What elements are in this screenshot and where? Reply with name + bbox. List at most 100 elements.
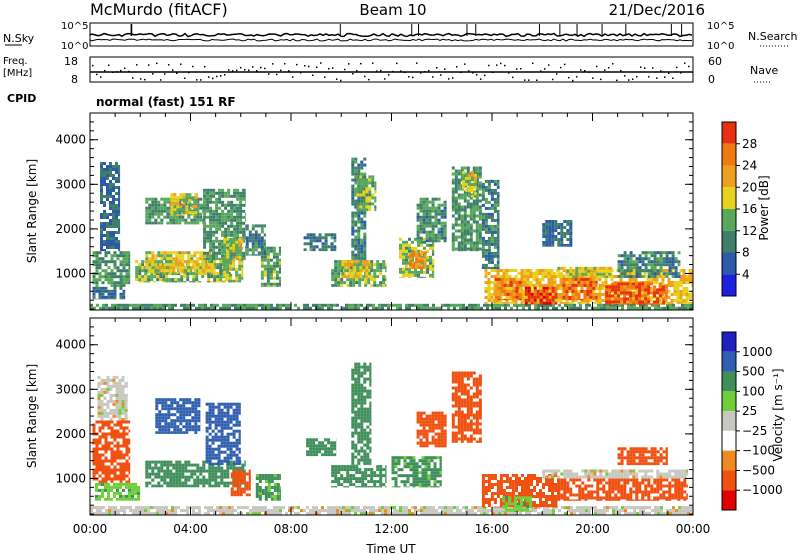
power-cell-8: [209, 245, 213, 249]
velocity-cell-0: [198, 506, 201, 510]
power-cell-3: [112, 189, 115, 192]
power-cell-19: [428, 218, 432, 222]
power-cell-20: [454, 220, 458, 224]
power-cell-8: [209, 221, 213, 225]
velocity-cell-0: [318, 509, 321, 513]
power-cell-24: [497, 298, 501, 301]
power-cell-23: [556, 284, 560, 287]
power-cell-8: [212, 233, 216, 237]
power-cell-27: [632, 300, 636, 304]
power-cell-24: [497, 277, 501, 281]
velocity-cell-0: [543, 506, 546, 510]
power-cell-23: [616, 290, 620, 293]
power-cell-12: [324, 233, 328, 237]
power-cell-24: [512, 280, 516, 284]
velocity-cell-0: [468, 512, 471, 515]
velocity-cell-0: [120, 506, 123, 510]
power-cell-30: [569, 238, 573, 241]
power-cell-11: [257, 245, 261, 249]
power-cell-5: [157, 251, 161, 255]
power-cell-0: [183, 303, 186, 307]
power-cell-5: [211, 266, 215, 270]
nave-label: Nave: [750, 64, 778, 77]
power-cell-13: [337, 272, 341, 276]
power-cell-23: [682, 281, 686, 284]
power-cell-29: [647, 263, 651, 267]
power-cell-30: [554, 235, 558, 238]
power-cell-4: [138, 263, 142, 267]
power-cell-3: [100, 222, 103, 225]
power-cell-0: [498, 306, 501, 310]
power-cell-9: [226, 264, 230, 268]
power-cell-2: [113, 251, 117, 255]
power-cell-8: [239, 206, 243, 210]
velocity-cell-0: [120, 509, 123, 513]
power-cell-3: [118, 165, 121, 168]
nave-dot: [400, 70, 402, 72]
power-cell-23: [685, 281, 689, 284]
power-cell-17: [411, 240, 414, 244]
power-cell-27: [659, 285, 663, 289]
power-cell-23: [541, 299, 545, 302]
power-cell-7: [197, 208, 198, 212]
power-cell-29: [617, 263, 621, 267]
power-cell-23: [676, 281, 680, 284]
power-cell-6: [166, 221, 170, 225]
velocity-cell-0: [345, 506, 348, 510]
velocity-cell-0: [399, 506, 402, 510]
power-cell-5: [175, 272, 179, 274]
velocity-cell-0: [225, 506, 228, 510]
power-cell-29: [674, 269, 678, 273]
power-cell-7: [194, 199, 198, 203]
power-cell-28: [596, 275, 600, 278]
power-cell-29: [677, 275, 681, 278]
power-cell-17: [402, 240, 405, 244]
power-cell-3: [115, 171, 118, 174]
velocity-cell-0: [507, 512, 510, 515]
power-cell-9: [229, 273, 233, 277]
power-cell-8: [236, 206, 240, 210]
power-cell-23: [583, 302, 587, 304]
power-cell-15: [360, 199, 364, 203]
power-cell-16: [374, 190, 377, 194]
velocity-cell-0: [426, 506, 429, 510]
power-cell-23: [520, 299, 524, 302]
power-cell-20: [463, 226, 467, 230]
power-cell-4: [174, 278, 178, 282]
power-cell-0: [447, 306, 450, 310]
power-cell-14: [356, 260, 360, 264]
power-cell-0: [258, 303, 261, 307]
power-cell-15: [354, 256, 358, 260]
power-cell-22: [481, 254, 485, 258]
power-cell-0: [222, 306, 225, 310]
power-cell-28: [575, 275, 579, 278]
power-cell-17: [423, 240, 426, 244]
power-cell-5: [199, 263, 203, 267]
power-cell-24: [509, 280, 513, 284]
power-cell-13: [367, 266, 371, 270]
power-cell-28: [602, 266, 606, 270]
power-cell-0: [288, 303, 291, 307]
power-cell-0: [120, 306, 123, 310]
power-cell-8: [215, 227, 219, 231]
velocity-cell-0: [537, 506, 540, 510]
power-cell-9: [226, 240, 230, 244]
power-cell-19: [434, 236, 438, 240]
power-cell-6: [196, 221, 200, 225]
power-cell-20: [472, 244, 476, 248]
power-cell-13: [352, 284, 356, 287]
power-cell-5: [193, 251, 197, 255]
velocity-cell-0: [279, 509, 282, 513]
power-cell-8: [236, 221, 240, 225]
power-cell-16: [374, 196, 377, 200]
power-cell-8: [224, 206, 228, 210]
power-cell-8: [242, 236, 246, 240]
power-cell-30: [545, 244, 549, 247]
power-cell-20: [469, 232, 473, 236]
power-cell-9: [229, 276, 233, 280]
velocity-cell-0: [357, 506, 360, 510]
power-cell-8: [218, 221, 222, 225]
power-cell-13: [355, 263, 359, 267]
power-cell-29: [641, 275, 645, 278]
power-cell-8: [212, 191, 216, 195]
